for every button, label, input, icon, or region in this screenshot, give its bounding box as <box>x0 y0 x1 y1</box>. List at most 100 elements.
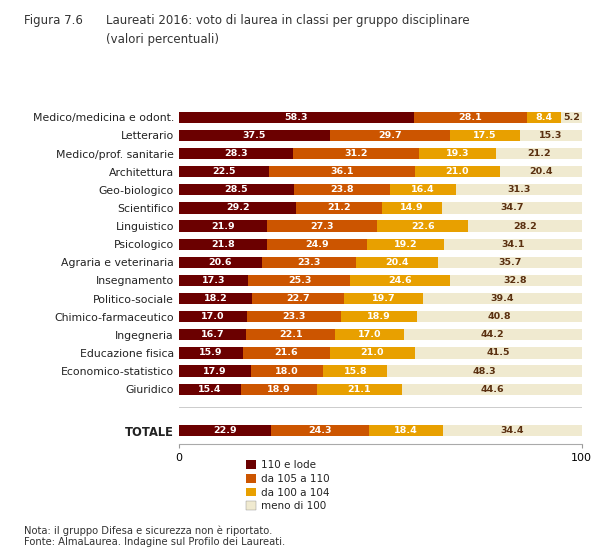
Bar <box>179 130 330 141</box>
Text: (valori percentuali): (valori percentuali) <box>106 33 219 46</box>
Bar <box>179 239 267 250</box>
Text: 18.2: 18.2 <box>204 294 227 303</box>
Text: 24.6: 24.6 <box>388 276 412 285</box>
Text: 48.3: 48.3 <box>473 366 496 376</box>
Text: 17.9: 17.9 <box>203 366 227 376</box>
Text: 41.5: 41.5 <box>487 348 510 358</box>
Text: 17.0: 17.0 <box>201 312 225 321</box>
Text: 22.9: 22.9 <box>213 426 237 435</box>
Bar <box>443 425 582 436</box>
Bar <box>344 293 423 304</box>
Text: 28.3: 28.3 <box>224 149 248 158</box>
Bar <box>179 311 247 322</box>
Text: 19.7: 19.7 <box>371 294 395 303</box>
Text: 16.4: 16.4 <box>411 185 435 195</box>
Text: Figura 7.6: Figura 7.6 <box>24 14 83 27</box>
Text: 21.0: 21.0 <box>445 168 469 176</box>
Text: 34.7: 34.7 <box>500 203 524 213</box>
Bar <box>179 293 252 304</box>
Text: 22.5: 22.5 <box>212 168 236 176</box>
Text: 16.7: 16.7 <box>201 331 224 339</box>
Text: 22.6: 22.6 <box>411 222 435 231</box>
Bar <box>267 220 377 232</box>
Bar <box>267 239 367 250</box>
Bar <box>330 130 450 141</box>
Bar <box>415 347 582 359</box>
Text: 23.3: 23.3 <box>282 312 306 321</box>
Bar <box>402 383 582 395</box>
Bar <box>450 275 582 286</box>
Bar <box>179 275 248 286</box>
Bar <box>179 166 270 177</box>
Text: 24.3: 24.3 <box>308 426 331 435</box>
Bar <box>248 275 350 286</box>
Bar <box>179 257 262 268</box>
Text: 17.0: 17.0 <box>358 331 381 339</box>
Text: 8.4: 8.4 <box>535 113 553 122</box>
Bar <box>251 365 324 377</box>
Bar <box>246 329 335 341</box>
Bar <box>330 347 415 359</box>
Bar <box>324 365 387 377</box>
Bar <box>243 347 330 359</box>
Text: 18.0: 18.0 <box>275 366 299 376</box>
Text: 21.2: 21.2 <box>527 149 551 158</box>
Bar <box>415 166 499 177</box>
Bar <box>450 130 520 141</box>
Text: 32.8: 32.8 <box>504 276 527 285</box>
Bar <box>179 220 267 232</box>
Text: 28.1: 28.1 <box>459 113 482 122</box>
Bar <box>350 275 450 286</box>
Text: 23.3: 23.3 <box>297 258 321 267</box>
Text: 23.8: 23.8 <box>330 185 353 195</box>
Bar <box>387 365 582 377</box>
Text: 24.9: 24.9 <box>305 240 328 249</box>
Bar <box>247 311 341 322</box>
Text: 20.4: 20.4 <box>529 168 553 176</box>
Text: 21.1: 21.1 <box>348 385 371 394</box>
Text: 18.9: 18.9 <box>267 385 291 394</box>
Bar <box>423 293 582 304</box>
Bar <box>367 239 444 250</box>
Bar <box>419 148 496 159</box>
Text: 34.4: 34.4 <box>501 426 524 435</box>
Text: 17.3: 17.3 <box>202 276 225 285</box>
Text: 58.3: 58.3 <box>284 113 308 122</box>
Text: 21.8: 21.8 <box>211 240 235 249</box>
Bar <box>414 112 527 123</box>
Bar <box>438 257 582 268</box>
Bar <box>390 184 456 196</box>
Text: 21.9: 21.9 <box>211 222 235 231</box>
Text: 19.2: 19.2 <box>394 240 418 249</box>
Bar <box>444 239 582 250</box>
Text: 21.0: 21.0 <box>361 348 384 358</box>
Text: 22.7: 22.7 <box>286 294 310 303</box>
Text: 40.8: 40.8 <box>488 312 511 321</box>
Text: 15.4: 15.4 <box>198 385 222 394</box>
Bar <box>527 112 561 123</box>
Text: 31.3: 31.3 <box>507 185 530 195</box>
Text: 20.4: 20.4 <box>385 258 408 267</box>
Text: 36.1: 36.1 <box>330 168 354 176</box>
Bar <box>179 347 243 359</box>
Bar <box>179 425 271 436</box>
Text: 20.6: 20.6 <box>208 258 232 267</box>
Bar <box>262 257 356 268</box>
Bar <box>294 184 390 196</box>
Bar <box>404 329 582 341</box>
Bar <box>468 220 582 232</box>
Bar <box>296 202 382 214</box>
Text: 21.6: 21.6 <box>275 348 298 358</box>
Text: 29.2: 29.2 <box>226 203 250 213</box>
Text: 39.4: 39.4 <box>491 294 514 303</box>
Bar <box>179 112 414 123</box>
Text: 44.6: 44.6 <box>480 385 504 394</box>
Bar <box>252 293 344 304</box>
Text: 31.2: 31.2 <box>344 149 367 158</box>
Text: Laureati 2016: voto di laurea in classi per gruppo disciplinare: Laureati 2016: voto di laurea in classi … <box>106 14 470 27</box>
Text: 15.8: 15.8 <box>344 366 367 376</box>
Text: 28.5: 28.5 <box>224 185 248 195</box>
Text: Nota: il gruppo Difesa e sicurezza non è riportato.: Nota: il gruppo Difesa e sicurezza non è… <box>24 525 273 536</box>
Bar <box>499 166 582 177</box>
Bar <box>335 329 404 341</box>
